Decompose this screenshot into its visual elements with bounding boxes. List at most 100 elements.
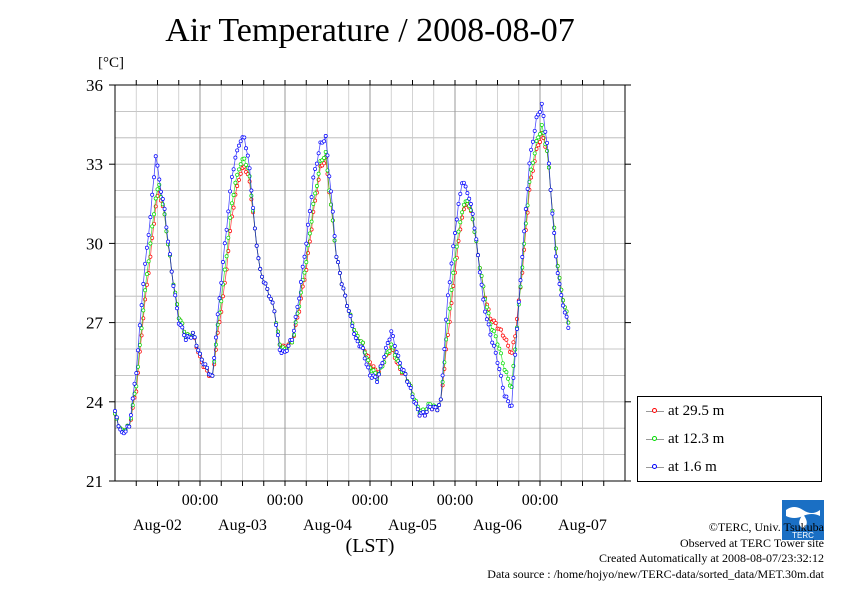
data-point: [155, 163, 160, 168]
data-point: [307, 231, 312, 236]
y-tick-label: 30: [86, 234, 103, 253]
data-point: [330, 209, 335, 214]
data-point: [150, 224, 155, 229]
data-point: [254, 243, 259, 248]
data-point: [327, 174, 332, 179]
data-point: [442, 347, 447, 352]
day-label: Aug-03: [218, 517, 267, 534]
data-point: [534, 139, 539, 143]
data-point: [212, 356, 217, 360]
data-point: [139, 303, 144, 308]
data-point: [173, 293, 178, 298]
data-point: [323, 134, 328, 138]
data-point: [284, 348, 289, 353]
data-point: [153, 196, 158, 201]
data-point: [495, 342, 500, 347]
data-point: [272, 309, 277, 314]
data-point: [504, 370, 509, 375]
data-point: [490, 340, 495, 345]
data-point: [516, 299, 521, 304]
data-point: [373, 374, 378, 379]
data-point: [479, 282, 484, 287]
data-point: [435, 408, 440, 413]
data-point: [130, 396, 135, 401]
data-point: [493, 350, 498, 355]
data-point: [410, 395, 415, 399]
data-point: [484, 305, 489, 310]
data-point: [415, 407, 420, 412]
data-point: [486, 322, 491, 327]
data-point: [244, 146, 248, 151]
data-point: [364, 362, 369, 367]
data-point: [332, 234, 337, 239]
x-tick-label: 00:00: [267, 492, 303, 509]
data-point: [231, 205, 236, 210]
data-point: [398, 361, 403, 366]
data-point: [394, 350, 399, 355]
data-point: [322, 156, 326, 160]
data-point: [153, 154, 158, 159]
data-point: [290, 337, 295, 342]
data-point: [298, 280, 303, 284]
data-point: [461, 202, 466, 207]
data-point: [472, 226, 477, 231]
data-point: [171, 284, 176, 288]
data-point: [235, 184, 240, 188]
data-point: [430, 407, 434, 412]
data-point: [509, 403, 514, 408]
data-point: [277, 347, 282, 352]
data-point: [228, 189, 233, 194]
data-point: [336, 260, 341, 265]
y-tick-label: 36: [86, 76, 103, 95]
data-point: [440, 380, 445, 384]
data-point: [534, 115, 539, 120]
data-point: [360, 340, 365, 345]
data-point: [504, 394, 509, 399]
data-point: [337, 271, 342, 275]
data-point: [458, 191, 463, 196]
data-point: [447, 306, 452, 311]
data-point: [198, 351, 202, 356]
data-point: [286, 343, 291, 348]
data-point: [114, 415, 119, 420]
data-point: [116, 424, 121, 429]
created-text: Created Automatically at 2008-08-07/23:3…: [599, 551, 824, 565]
data-point: [449, 261, 454, 266]
data-point: [392, 353, 397, 358]
data-point: [143, 288, 148, 293]
data-point: [488, 332, 493, 337]
data-point: [408, 386, 413, 390]
data-point: [307, 209, 312, 214]
data-point: [366, 358, 371, 363]
data-point: [316, 171, 321, 176]
data-point: [341, 286, 346, 291]
data-point: [561, 303, 565, 308]
data-point: [146, 259, 151, 264]
data-point: [495, 360, 500, 365]
data-point: [113, 409, 117, 413]
x-tick-label: 00:00: [352, 492, 388, 509]
data-point: [353, 336, 358, 340]
data-point: [541, 114, 546, 118]
data-point: [291, 328, 296, 333]
data-point: [499, 373, 503, 378]
data-point: [252, 226, 257, 231]
data-point: [233, 155, 238, 160]
data-point: [224, 254, 229, 259]
data-point: [226, 209, 231, 214]
data-point: [451, 270, 456, 275]
data-point: [451, 244, 456, 249]
data-point: [134, 371, 139, 376]
day-label: Aug-04: [303, 517, 352, 534]
data-point: [229, 174, 234, 179]
data-point: [237, 177, 241, 182]
data-point: [484, 317, 489, 322]
data-point: [263, 281, 268, 286]
data-point: [453, 231, 457, 235]
data-point: [297, 296, 302, 301]
data-point: [162, 206, 167, 211]
data-point: [224, 227, 229, 232]
data-point: [506, 399, 511, 404]
data-point: [293, 314, 298, 319]
x-axis-unit-label: (LST): [345, 535, 395, 557]
